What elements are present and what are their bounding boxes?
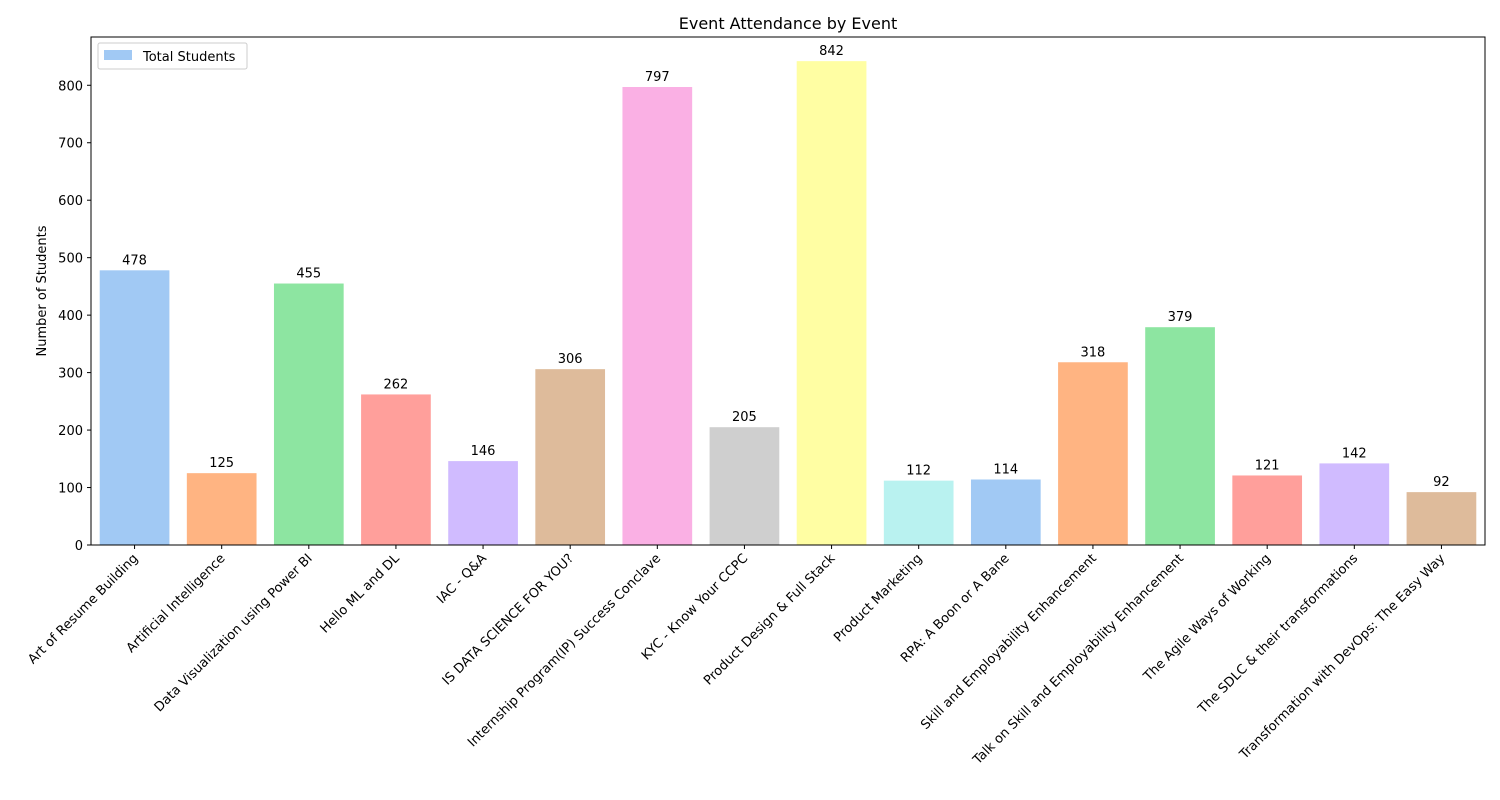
y-tick-label: 100 <box>58 482 83 497</box>
chart-title: Event Attendance by Event <box>679 14 898 33</box>
bar-value-label: 92 <box>1433 475 1450 490</box>
bar-value-label: 318 <box>1081 345 1106 360</box>
legend-swatch <box>104 50 132 60</box>
bar-value-label: 121 <box>1255 458 1280 473</box>
y-axis-ticks: 0 100 200 300 400 500 600 700 800 <box>58 79 91 554</box>
y-tick-label: 700 <box>58 137 83 152</box>
bar <box>273 283 344 545</box>
bar-value-label: 306 <box>558 352 583 367</box>
x-tick-label: Hello ML and DL <box>318 551 404 637</box>
bar <box>448 461 518 545</box>
bar-value-label: 379 <box>1168 310 1193 325</box>
legend-label: Total Students <box>142 50 236 65</box>
y-axis-label: Number of Students <box>35 225 50 356</box>
bar <box>622 86 693 545</box>
bar <box>1058 362 1128 545</box>
bar <box>99 270 170 545</box>
plot-frame <box>90 36 1486 546</box>
bar <box>1319 463 1390 545</box>
x-tick-label: Product Marketing <box>831 551 925 645</box>
bar <box>709 427 780 545</box>
bar <box>796 61 867 546</box>
bar <box>1406 492 1477 545</box>
y-tick-label: 300 <box>58 367 83 382</box>
y-tick-label: 600 <box>58 194 83 209</box>
bar <box>361 394 431 545</box>
x-tick-label: Art of Resume Building <box>25 551 141 667</box>
y-tick-label: 500 <box>58 252 83 267</box>
x-tick-label: Transformation with DevOps: The Easy Way <box>1236 551 1448 763</box>
y-tick-label: 200 <box>58 424 83 439</box>
bar <box>1145 327 1215 545</box>
bar-value-label: 125 <box>209 456 234 471</box>
bar-value-label: 262 <box>384 377 409 392</box>
bar-value-label: 842 <box>819 44 844 59</box>
bar <box>1232 475 1303 545</box>
bar-value-label: 205 <box>732 410 757 425</box>
x-tick-label: Skill and Employability Enhancement <box>918 551 1100 733</box>
bar-value-label: 142 <box>1342 446 1367 461</box>
y-tick-label: 0 <box>75 539 83 554</box>
bar-value-label: 455 <box>296 267 321 282</box>
bar-value-label: 478 <box>122 253 147 268</box>
x-tick-label: IAC - Q&A <box>434 551 490 607</box>
legend-box <box>97 42 248 70</box>
bar-value-label: 114 <box>993 462 1018 477</box>
x-tick-label: Data Visualization using Power BI <box>152 551 316 715</box>
data-labels-group: 478 125 455 262 146 306 797 205 842 112 114 318 379 1… <box>122 44 1450 490</box>
bar <box>535 369 606 545</box>
bar-value-label: 112 <box>906 464 931 479</box>
bar-value-label: 797 <box>645 70 670 85</box>
x-tick-label: Artificial Intelligence <box>124 551 229 656</box>
bar-value-label: 146 <box>471 444 496 459</box>
x-tick-label: Internship Program(IP) Success Conclave <box>465 551 664 750</box>
bar <box>883 480 954 545</box>
y-tick-label: 400 <box>58 309 83 324</box>
bars-group <box>99 61 1477 546</box>
y-tick-label: 800 <box>58 79 83 94</box>
x-tick-label: The SDLC & their transformations <box>1195 551 1361 717</box>
bar <box>186 473 257 545</box>
legend: Total Students <box>97 42 248 70</box>
bar <box>970 479 1041 545</box>
